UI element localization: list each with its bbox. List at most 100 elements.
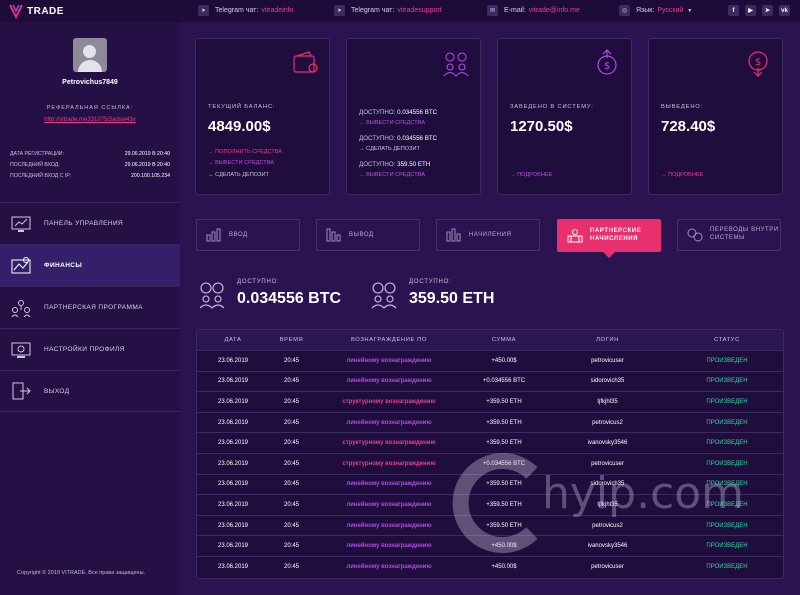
telegram-icon: ➤ (198, 5, 209, 16)
top-bar: TRADE ➤ Telegram чат: vitradeinfo ➤ Tele… (0, 0, 800, 22)
table-header: ДАТА ВРЕМЯ ВОЗНАГРАЖДЕНИЕ ПО СУММА ЛОГИН… (197, 330, 783, 350)
cell-sum: +359.50 ETH (486, 440, 522, 447)
cell-reward: линейному вознаграждению (346, 543, 432, 550)
partners-icon (11, 299, 31, 317)
cell-time: 20:45 (283, 460, 299, 467)
sidebar-item-dashboard[interactable]: ПАНЕЛЬ УПРАВЛЕНИЯ (0, 202, 180, 244)
chart-bars-icon (446, 228, 461, 242)
cell-login[interactable]: tjfkjhl35 (597, 398, 618, 405)
cell-login[interactable]: ivanovsky3546 (587, 440, 628, 447)
cell-sum: +359.50 ETH (486, 398, 522, 405)
btc-wallet-icon (199, 282, 225, 309)
cell-login[interactable]: petrovicuser (591, 563, 624, 570)
mail-icon: ✉ (487, 5, 498, 16)
eth-wallet-icon (371, 282, 397, 309)
cell-login[interactable]: petrovicus2 (592, 522, 623, 529)
sidebar-item-label: ФИНАНСЫ (44, 262, 83, 269)
language-selector[interactable]: ◎ Язык: Русский ▼ (619, 5, 692, 16)
cell-time: 20:45 (283, 398, 299, 405)
telegram-info-link[interactable]: vitradeinfo (261, 7, 294, 14)
referral-link[interactable]: http://vitrade.me3310?5i3adsw43v (44, 117, 136, 123)
cell-time: 20:45 (283, 501, 299, 508)
deposit-btc-link[interactable]: → СДЕЛАТЬ ДЕПОЗИТ (359, 146, 420, 152)
telegram-support-link[interactable]: vitradesupport (397, 7, 442, 14)
info-last-ip: ПОСЛЕДНИЙ ВХОД С IP: 200.100.105.234 (10, 173, 170, 179)
table-row: 23.06.2019 20:45 линейному вознаграждению +… (197, 370, 783, 392)
brand-name: TRADE (27, 5, 64, 17)
table-row: 23.06.2019 20:45 линейному вознаграждению +… (197, 535, 783, 556)
header-login[interactable]: ЛОГИН (596, 337, 619, 343)
telegram-icon[interactable]: ➤ (762, 5, 773, 16)
table-row: 23.06.2019 20:45 структурному вознагражден… (197, 391, 783, 412)
youtube-icon[interactable]: ▶ (745, 5, 756, 16)
cell-login[interactable]: tjfkjhl35 (597, 501, 618, 508)
tab-output[interactable]: ВЫВОД (316, 219, 420, 251)
sidebar-item-finance[interactable]: ФИНАНСЫ (0, 244, 180, 286)
tab-partner-accruals[interactable]: ПАРТНЕРСКИЕ НАЧИСЛЕНИЯ (557, 219, 661, 258)
cell-login[interactable]: ivanovsky3546 (587, 543, 628, 550)
cell-reward: линейному вознаграждению (346, 419, 432, 426)
cell-login[interactable]: petrovicus2 (592, 419, 623, 426)
sidebar-item-partners[interactable]: ПАРТНЕРСКАЯ ПРОГРАММА (0, 286, 180, 328)
cell-date: 23.06.2019 (217, 522, 249, 529)
tab-accruals[interactable]: НАЧИЛЕНИЯ (436, 219, 540, 251)
sidebar-item-settings[interactable]: НАСТРОЙКИ ПРОФИЛЯ (0, 328, 180, 370)
facebook-icon[interactable]: f (728, 5, 739, 16)
cell-reward: линейному вознаграждению (346, 481, 432, 488)
sidebar: Petrovichus7849 РЕФЕРАЛЬНАЯ ССЫЛКА: http… (0, 22, 180, 595)
wallet-icon (293, 51, 318, 73)
withdraw-btc-link[interactable]: → ВЫВЕСТИ СРЕДСТВА (359, 120, 425, 126)
header-reward[interactable]: ВОЗНАГРАЖДЕНИЕ ПО (350, 337, 428, 343)
table-row: 23.06.2019 20:45 линейному вознаграждению +… (197, 555, 783, 577)
withdraw-eth-link[interactable]: → ВЫВЕСТИ СРЕДСТВА (359, 172, 425, 178)
cell-time: 20:45 (283, 543, 299, 550)
card-withdrawn-label: ВЫВЕДЕНО: (661, 104, 704, 110)
cell-status: ПРОИЗВЕДЕН (706, 398, 748, 405)
table-row: 23.06.2019 20:45 линейному вознаграждению +… (197, 473, 783, 495)
invested-details-link[interactable]: → ПОДРОБНЕЕ (510, 172, 553, 178)
make-deposit-link[interactable]: → СДЕЛАТЬ ДЕПОЗИТ (208, 172, 269, 178)
header-sum[interactable]: СУММА (491, 337, 517, 343)
telegram-support: ➤ Telegram чат: vitradesupport (334, 5, 442, 16)
dashboard-icon (11, 216, 31, 232)
tab-internal-transfers[interactable]: ПЕРЕВОДЫ ВНУТРИ СИСТЕМЫ (677, 219, 781, 251)
cell-date: 23.06.2019 (217, 481, 249, 488)
cell-status: ПРОИЗВЕДЕН (706, 460, 748, 467)
available-value: 359.50 ETH (397, 161, 431, 168)
sidebar-item-label: ПАРТНЕРСКАЯ ПРОГРАММА (44, 304, 143, 311)
tab-label-line2: СИСТЕМЫ (710, 235, 745, 241)
eth-available-label: ДОСТУПНО: (409, 279, 452, 285)
sidebar-item-label: ВЫХОД (44, 387, 70, 395)
tab-label: ВВОД (229, 232, 248, 238)
telegram-label: Telegram чат: (351, 7, 395, 14)
email-info: ✉ E-mail: vitrade@info.me (487, 5, 580, 16)
email-link[interactable]: vitrade@info.me (528, 7, 580, 14)
cell-login[interactable]: petrovicuser (591, 460, 624, 467)
username: Petrovichus7849 (62, 79, 118, 86)
language-value[interactable]: Русский (657, 7, 684, 14)
btc-available-label: ДОСТУПНО: (237, 279, 280, 285)
withdraw-funds-link[interactable]: → ВЫВЕСТИ СРЕДСТВА (208, 160, 274, 166)
info-label: ПОСЛЕДНИЙ ВХОД: (10, 162, 60, 168)
header-status[interactable]: СТАТУС (714, 337, 740, 343)
sidebar-item-logout[interactable]: ВЫХОД (0, 370, 180, 412)
info-label: ПОСЛЕДНИЙ ВХОД С IP: (10, 173, 72, 179)
cell-sum: +359.50 ETH (486, 419, 522, 426)
cell-login[interactable]: sidorovich35 (590, 481, 625, 488)
header-time[interactable]: ВРЕМЯ (279, 337, 304, 343)
cell-login[interactable]: petrovicuser (591, 357, 624, 364)
available-line: ДОСТУПНО: 0.034556 BTC (359, 135, 437, 142)
deposit-funds-link[interactable]: → ПОПОЛНИТЬ СРЕДСТВА (208, 149, 283, 155)
vk-icon[interactable]: vk (779, 5, 790, 16)
tab-input[interactable]: ВВОД (196, 219, 300, 251)
cell-sum: +0.034556 BTC (482, 460, 526, 467)
logo[interactable]: TRADE (8, 3, 64, 19)
tab-label-line1: ПАРТНЕРСКИЕ (590, 227, 642, 234)
header-date[interactable]: ДАТА (224, 337, 242, 343)
available-line: ДОСТУПНО: 0.034556 BTC (359, 109, 437, 116)
withdrawn-details-link[interactable]: → ПОДРОБНЕЕ (661, 172, 704, 178)
cell-reward: линейному вознаграждению (346, 378, 432, 385)
table-row: 23.06.2019 20:45 линейному вознаграждению +… (197, 411, 783, 433)
avatar[interactable] (73, 38, 107, 72)
cell-login[interactable]: sidorovich35 (590, 378, 625, 385)
